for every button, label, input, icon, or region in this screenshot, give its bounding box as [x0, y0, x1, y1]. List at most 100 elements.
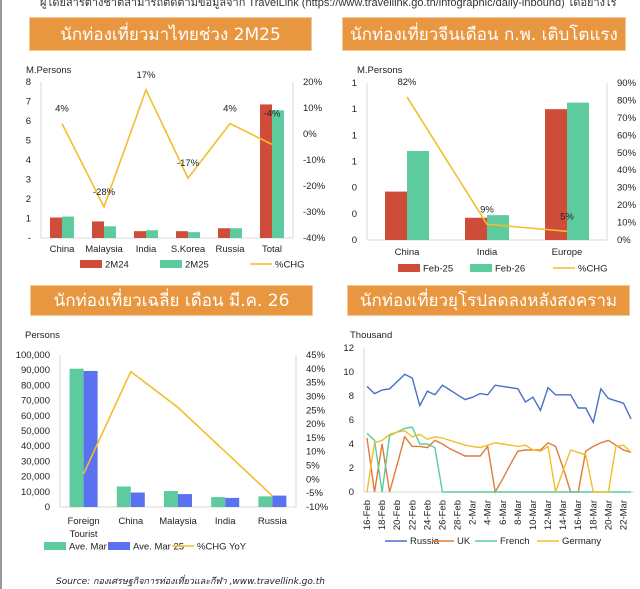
category-label: India: [215, 516, 236, 527]
y2-tick-label: 10%: [617, 218, 637, 229]
y2-tick-label: -5%: [306, 488, 323, 499]
legend-label: %CHG: [275, 260, 305, 271]
line-UK: [366, 435, 632, 495]
y2-tick-label: 70%: [617, 113, 637, 124]
y2-tick-label: -10%: [303, 155, 326, 166]
x-tick-label: 16-Feb: [362, 500, 373, 530]
bar-2M24: [50, 217, 62, 238]
category-label: India: [136, 244, 157, 255]
y-tick-label: 8: [26, 77, 31, 88]
category-label: Malaysia: [85, 244, 123, 255]
legend-swatch: [398, 264, 420, 272]
category-label: China: [395, 247, 421, 258]
x-tick-label: 16-Mar: [573, 500, 584, 530]
y2-tick-label: 30%: [617, 183, 637, 194]
data-label: 4%: [55, 104, 69, 115]
x-tick-label: 6-Mar: [498, 500, 509, 525]
data-label: -28%: [93, 187, 116, 198]
x-tick-label: 28-Feb: [453, 500, 464, 530]
y-tick-label: -: [28, 233, 31, 244]
y-tick-label: 80,000: [21, 380, 50, 391]
y-tick-label: 4: [349, 439, 354, 450]
bar-2M25: [62, 216, 74, 238]
line-%CHG: [406, 96, 568, 233]
x-tick-label: 8-Mar: [513, 500, 524, 525]
x-tick-label: 20-Mar: [603, 500, 614, 530]
y2-tick-label: 10%: [303, 103, 323, 114]
y-tick-label: 6: [26, 116, 31, 127]
y-tick-label: 1: [352, 157, 357, 168]
y-tick-label: 12: [343, 343, 354, 354]
legend-swatch: [44, 542, 66, 550]
y-tick-label: 1: [352, 104, 357, 115]
x-tick-label: 10-Mar: [528, 500, 539, 530]
y2-tick-label: -10%: [306, 502, 329, 513]
legend-swatch: [160, 260, 182, 268]
y-tick-label: 2: [349, 463, 354, 474]
bar-Ave. Mar 25: [225, 497, 240, 507]
category-label: Malaysia: [159, 516, 197, 527]
bar-Feb-25: [465, 217, 487, 240]
y-tick-label: 30,000: [21, 456, 50, 467]
y2-tick-label: 45%: [306, 350, 326, 361]
legend-label: French: [500, 536, 530, 547]
legend-label: Germany: [562, 536, 601, 547]
y-tick-label: 5: [26, 136, 31, 147]
y-tick-label: 1: [352, 78, 357, 89]
y2-tick-label: 0%: [303, 129, 317, 140]
x-tick-label: 20-Feb: [392, 500, 403, 530]
data-label: 4%: [223, 104, 237, 115]
chart-title-2: นักท่องเที่ยวจีนเดือน ก.พ. เติบโตแรง: [342, 17, 626, 51]
category-label: Europe: [552, 247, 583, 258]
category-label: Tourist: [70, 529, 98, 540]
category-label: Foreign: [67, 516, 99, 527]
y-tick-label: 0: [352, 183, 357, 194]
bar-2M25: [104, 226, 116, 238]
data-label: 17%: [136, 70, 156, 81]
legend-label: Feb-25: [423, 264, 453, 275]
legend-label: Ave. Mar 25: [133, 542, 184, 553]
y2-tick-label: 10%: [306, 447, 326, 458]
legend-label: Feb-26: [495, 264, 525, 275]
y-tick-label: 6: [349, 415, 354, 426]
legend-label: 2M24: [105, 260, 129, 271]
page-border: [0, 0, 2, 589]
line-Russia: [366, 373, 632, 425]
y-axis-label: M.Persons: [357, 65, 403, 76]
bar-Ave. Mar 26: [258, 496, 273, 507]
legend-label: %CHG: [578, 264, 608, 275]
y2-tick-label: 15%: [306, 433, 326, 444]
y-tick-label: 70,000: [21, 396, 50, 407]
x-tick-label: 24-Feb: [422, 500, 433, 530]
bar-2M24: [134, 231, 146, 238]
y-tick-label: 50,000: [21, 426, 50, 437]
bar-Ave. Mar 26: [116, 486, 131, 507]
bar-Feb-25: [545, 109, 567, 241]
legend-swatch: [470, 264, 492, 272]
y2-tick-label: 0%: [617, 235, 631, 246]
y-tick-label: 10: [343, 367, 354, 378]
y2-tick-label: 50%: [617, 148, 637, 159]
y-tick-label: 40,000: [21, 441, 50, 452]
bar-2M25: [146, 230, 158, 238]
bar-Ave. Mar 26: [211, 497, 226, 507]
y2-tick-label: 0%: [306, 474, 320, 485]
legend-label: Russia: [410, 536, 440, 547]
category-label: China: [50, 244, 76, 255]
bar-Feb-26: [407, 151, 429, 240]
y-tick-label: 100,000: [16, 350, 50, 361]
data-label: 82%: [397, 77, 417, 88]
y2-tick-label: 40%: [306, 364, 326, 375]
y2-tick-label: 5%: [306, 461, 320, 472]
legend-label: Ave. Mar 26: [69, 542, 120, 553]
y2-tick-label: 35%: [306, 378, 326, 389]
y2-tick-label: 90%: [617, 78, 637, 89]
x-tick-label: 22-Mar: [618, 500, 629, 530]
y2-tick-label: 30%: [306, 391, 326, 402]
category-label: S.Korea: [171, 244, 206, 255]
line-%CHG: [61, 87, 273, 209]
y2-tick-label: 80%: [617, 95, 637, 106]
y-tick-label: 8: [349, 391, 354, 402]
y2-tick-label: -40%: [303, 233, 326, 244]
bar-Ave. Mar 26: [164, 491, 178, 507]
